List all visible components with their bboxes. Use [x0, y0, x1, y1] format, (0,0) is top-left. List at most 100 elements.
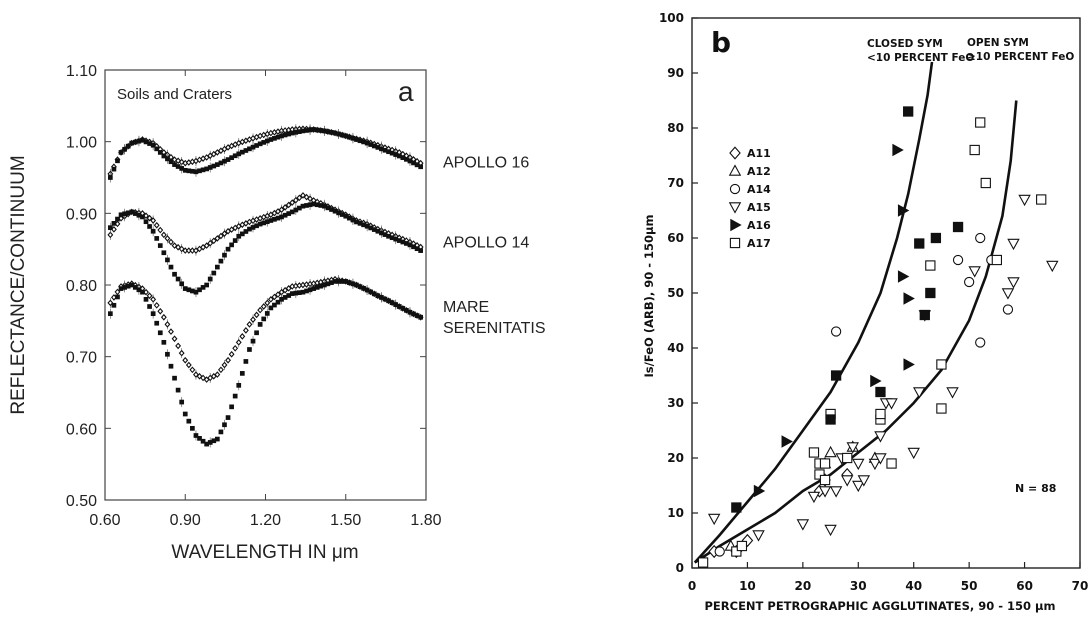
panel-b-y-tick-label: 30 — [667, 396, 684, 410]
panel-a-point — [243, 359, 249, 364]
panel-a-point — [197, 436, 202, 441]
panel-a-point — [168, 238, 174, 246]
panel-b-fit-curve — [693, 61, 934, 564]
panel-b-point — [830, 326, 842, 337]
panel-b-point — [874, 453, 887, 465]
panel-b-curve-label: CLOSED SYM — [867, 38, 943, 50]
panel-a-point — [239, 231, 245, 237]
panel-b-y-tick-label: 0 — [676, 561, 684, 575]
panel-a-annotation: Soils and Craters — [117, 86, 232, 103]
panel-b-point — [925, 287, 936, 299]
panel-a-point — [150, 296, 157, 303]
panel-a-point — [111, 302, 117, 308]
panel-b-point — [753, 484, 766, 498]
panel-a-point — [107, 231, 114, 239]
panel-a-point — [217, 366, 224, 374]
panel-a-point — [168, 264, 174, 270]
panel-a-point — [111, 166, 117, 172]
panel-a-point — [160, 231, 167, 239]
panel-a-point — [275, 299, 281, 305]
panel-b-legend-marker — [728, 202, 742, 214]
panel-a-point — [211, 270, 217, 276]
panel-a-point — [161, 250, 167, 256]
panel-b-point — [925, 260, 936, 271]
panel-b-points — [697, 106, 1059, 568]
panel-a-point — [189, 366, 196, 374]
panel-a-point — [236, 233, 242, 239]
panel-a-point — [246, 321, 253, 328]
panel-a-point — [153, 301, 160, 309]
panel-a-point — [275, 291, 281, 298]
panel-a-point — [153, 221, 160, 229]
panel-b-point — [842, 452, 853, 464]
panel-b-point — [975, 117, 986, 128]
panel-a-point — [172, 271, 177, 277]
panel-a-point — [271, 293, 278, 301]
panel-a-point — [178, 349, 185, 357]
panel-b-x-tick-label: 0 — [688, 579, 696, 593]
panel-b-point — [886, 458, 897, 469]
panel-a-point — [175, 157, 182, 165]
panel-b-curves — [693, 61, 1018, 564]
panel-b-curve-label: <10 PERCENT FeO — [867, 52, 974, 64]
panel-b-point — [868, 458, 882, 471]
panel-a-point — [125, 143, 131, 149]
panel-b-point — [818, 486, 832, 498]
panel-b-point — [952, 254, 964, 266]
panel-a-point — [296, 194, 303, 202]
panel-b-legend-label: A14 — [747, 183, 771, 196]
panel-a-point — [264, 311, 270, 316]
panel-a-point — [272, 302, 277, 308]
panel-b-point — [741, 533, 754, 548]
panel-a-point — [140, 289, 145, 295]
panel-a-point — [282, 204, 289, 211]
panel-b-curve-labels: CLOSED SYM <10 PERCENT FeO OPEN SYM ≥10 PER… — [867, 37, 1074, 64]
panel-b-point — [903, 358, 915, 371]
panel-b-point — [875, 408, 886, 420]
panel-b-point — [936, 403, 947, 414]
panel-a-point — [285, 201, 292, 209]
panel-b-point — [907, 447, 920, 460]
panel-a-point — [222, 422, 227, 428]
panel-b-point — [980, 177, 991, 189]
panel-b-curve-label: ≥10 PERCENT FeO — [967, 51, 1074, 63]
panel-a-points — [107, 124, 424, 448]
panel-b-legend-marker — [729, 146, 741, 160]
panel-a-point — [143, 296, 149, 302]
panel-a-point — [161, 339, 167, 345]
panel-b-point — [846, 442, 859, 454]
panel-a-point — [264, 299, 271, 307]
panel-a-point — [253, 311, 260, 319]
panel-a-point — [179, 281, 185, 287]
panel-a: a Soils and Craters WAVELENGTH IN μm REF… — [8, 63, 546, 563]
panel-a-ticks: 0.60 0.90 1.20 1.50 1.80 0.50 0.60 0.70 0.80 0.90… — [66, 63, 442, 529]
panel-a-point — [168, 328, 174, 335]
panel-b-point — [952, 221, 964, 233]
panel-b-point — [892, 143, 904, 157]
panel-a-point — [210, 237, 217, 245]
panel-a-point — [215, 264, 220, 270]
panel-a-point — [257, 306, 264, 314]
panel-a-point — [267, 296, 274, 303]
panel-a-y-tick-label: 0.80 — [66, 278, 97, 295]
panel-b-point — [870, 374, 882, 388]
panel-a-side-label: APOLLO 16 — [443, 155, 529, 172]
panel-b-point — [897, 270, 910, 283]
panel-a-x-tick-label: 1.80 — [410, 512, 441, 529]
panel-b-point — [914, 238, 925, 249]
panel-a-point — [179, 399, 185, 405]
panel-a-point — [150, 228, 156, 234]
panel-a-x-tick-label: 1.20 — [250, 512, 281, 529]
panel-a-x-axis-label: WAVELENGTH IN μm — [171, 542, 358, 563]
panel-a-y-axis-label: REFLECTANCE/CONTINUUM — [8, 155, 29, 414]
panel-b-y-tick-label: 20 — [667, 451, 684, 465]
panel-b-point — [731, 546, 742, 557]
panel-b-point — [852, 480, 865, 493]
panel-a-point — [129, 282, 135, 288]
panel-b: b PERCENT PETROGRAPHIC AGGLUTINATES, 90 … — [642, 11, 1088, 613]
panel-b-point — [824, 524, 837, 537]
panel-a-point — [161, 153, 167, 159]
panel-a-point — [254, 330, 259, 336]
panel-a-point — [214, 371, 221, 378]
